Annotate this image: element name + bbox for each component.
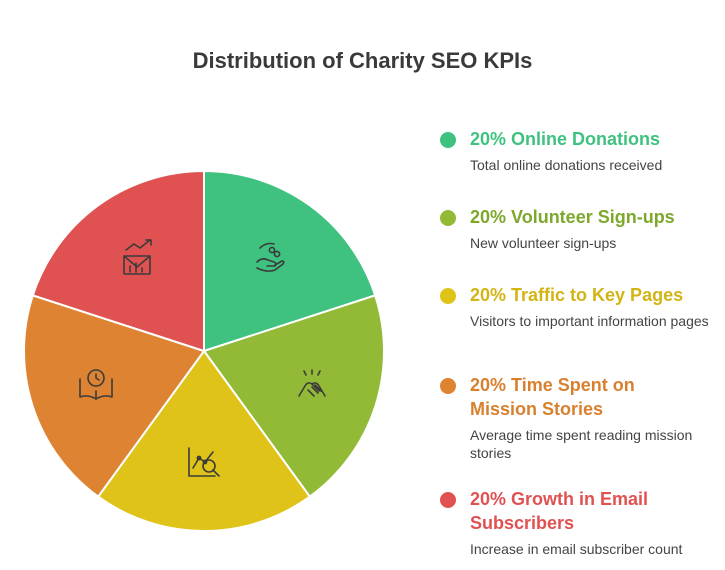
legend-description: Average time spent reading mission stori… <box>470 427 693 461</box>
legend-label: 20% Traffic to Key Pages <box>470 285 684 305</box>
book-clock-icon <box>79 369 113 400</box>
legend-dot <box>440 378 456 394</box>
legend-entry-traffic-key-pages: 20% Traffic to Key Pages Visitors to imp… <box>440 283 720 330</box>
chart-title: Distribution of Charity SEO KPIs <box>192 48 533 73</box>
legend-entry-time-mission-stories: 20% Time Spent on Mission Stories Averag… <box>440 373 720 462</box>
hand-coins-icon <box>256 242 285 272</box>
legend-label: 20% Time Spent on Mission Stories <box>470 375 635 419</box>
legend-label: 20% Volunteer Sign-ups <box>470 207 675 227</box>
pie-slice-growth-in-email-subscribers <box>31 169 205 353</box>
legend-description: Visitors to important information pages <box>470 313 709 329</box>
legend-entry-online-donations: 20% Online Donations Total online donati… <box>440 127 720 174</box>
legend-dot <box>440 492 456 508</box>
legend-label: 20% Online Donations <box>470 129 661 149</box>
legend-dot <box>440 288 456 304</box>
pie-slice-volunteer-sign-ups <box>202 294 385 499</box>
email-growth-icon <box>123 239 152 275</box>
legend-description: Increase in email subscriber count <box>470 541 683 557</box>
legend-entry-email-subscribers: 20% Growth in Email Subscribers Increase… <box>440 487 720 558</box>
joined-hands-icon <box>298 369 326 397</box>
chart-magnifier-icon <box>188 447 220 477</box>
legend-entry-volunteer-sign-ups: 20% Volunteer Sign-ups New volunteer sig… <box>440 205 720 252</box>
legend-dot <box>440 132 456 148</box>
legend-description: New volunteer sign-ups <box>470 235 617 251</box>
legend-label: 20% Growth in Email Subscribers <box>470 489 649 533</box>
pie-slice-time-spent-on-mission-stories <box>23 294 206 499</box>
legend-dot <box>440 210 456 226</box>
pie-slice-traffic-to-key-pages <box>96 349 312 532</box>
legend-description: Total online donations received <box>470 157 663 173</box>
pie-slice-online-donations <box>203 169 377 353</box>
